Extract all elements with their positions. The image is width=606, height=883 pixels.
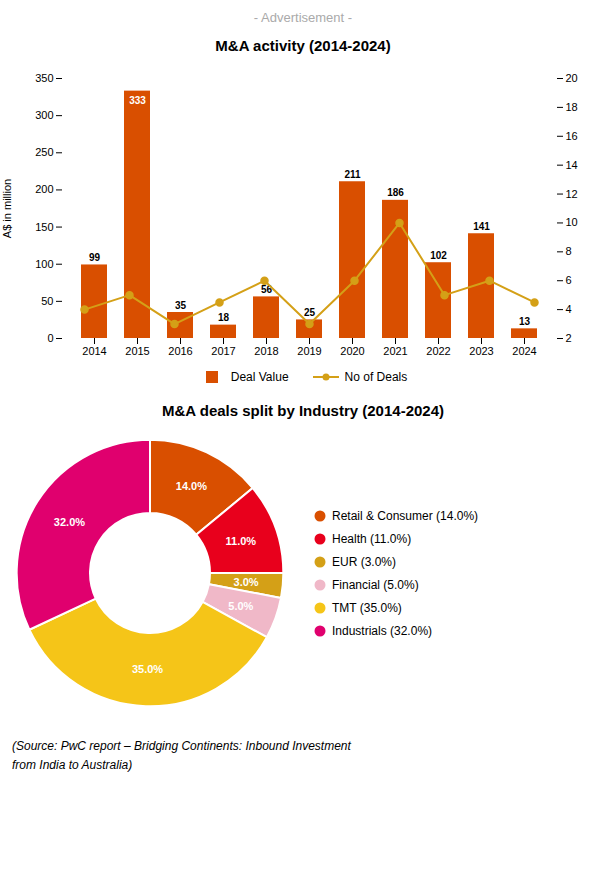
svg-text:211: 211 [344, 169, 361, 180]
html-text:Deal Value: Deal Value [230, 370, 289, 384]
svg-text:12: 12 [566, 188, 578, 200]
svg-text:99: 99 [89, 252, 101, 263]
svg-text:333: 333 [129, 95, 146, 106]
svg-text:0: 0 [47, 332, 53, 344]
html-text:M&A activity (2014-2024): M&A activity (2014-2024) [215, 37, 391, 54]
svg-text:2017: 2017 [211, 345, 235, 357]
svg-text:56: 56 [260, 283, 273, 295]
html-text:Retail & Consumer (14.0%): Retail & Consumer (14.0%) [332, 508, 479, 523]
svg-text:2019: 2019 [297, 345, 321, 357]
svg-text:2021: 2021 [383, 345, 407, 357]
html-text:Financial (5.0%): Financial (5.0%) [332, 577, 419, 592]
svg-text:2023: 2023 [469, 345, 493, 357]
svg-text:50: 50 [41, 295, 53, 307]
html-text:Industrials (32.0%): Industrials (32.0%) [332, 623, 432, 638]
svg-text:14: 14 [566, 159, 578, 171]
svg-text:32.0%: 32.0% [54, 516, 85, 528]
svg-text:150: 150 [35, 221, 53, 233]
svg-text:250: 250 [35, 146, 53, 158]
svg-text:350: 350 [35, 72, 53, 84]
html-text:No of Deals: No of Deals [344, 370, 408, 384]
svg-text:20: 20 [566, 72, 578, 84]
svg-text:2022: 2022 [426, 345, 450, 357]
svg-text:14.0%: 14.0% [176, 480, 207, 492]
svg-text:100: 100 [35, 258, 53, 270]
svg-text:200: 200 [35, 183, 53, 195]
svg-text:2016: 2016 [168, 345, 192, 357]
svg-text:2: 2 [566, 332, 572, 344]
svg-text:18: 18 [566, 101, 578, 113]
svg-text:4: 4 [566, 303, 572, 315]
svg-text:3.0%: 3.0% [234, 576, 259, 588]
html-text:EUR (3.0%): EUR (3.0%) [332, 554, 396, 569]
svg-text:A$ in million: A$ in million [1, 179, 13, 238]
html-text:(Source: PwC report – Bridging: (Source: PwC report – Bridging Continent… [12, 739, 351, 773]
svg-text:6: 6 [566, 274, 572, 286]
svg-text:10: 10 [566, 216, 578, 228]
svg-text:13: 13 [519, 316, 531, 327]
html-text:- Advertisement -: - Advertisement - [253, 10, 353, 25]
svg-text:35.0%: 35.0% [132, 663, 163, 675]
svg-text:8: 8 [566, 245, 572, 257]
svg-text:141: 141 [473, 221, 490, 232]
svg-text:300: 300 [35, 109, 53, 121]
svg-text:16: 16 [566, 130, 578, 142]
svg-text:2015: 2015 [125, 345, 149, 357]
svg-text:18: 18 [218, 312, 230, 323]
svg-text:2024: 2024 [512, 345, 536, 357]
html-text:TMT (35.0%): TMT (35.0%) [332, 600, 402, 615]
svg-text:2014: 2014 [82, 345, 106, 357]
svg-text:2020: 2020 [340, 345, 364, 357]
svg-text:35: 35 [175, 300, 187, 311]
svg-text:2018: 2018 [254, 345, 278, 357]
svg-text:5.0%: 5.0% [228, 600, 253, 612]
svg-text:11.0%: 11.0% [226, 535, 257, 547]
svg-text:186: 186 [387, 187, 404, 198]
svg-text:25: 25 [304, 307, 316, 318]
html-text:M&A deals split by Industry (2: M&A deals split by Industry (2014-2024) [162, 402, 444, 419]
svg-text:102: 102 [430, 250, 447, 261]
html-text:Health (11.0%): Health (11.0%) [332, 531, 412, 546]
